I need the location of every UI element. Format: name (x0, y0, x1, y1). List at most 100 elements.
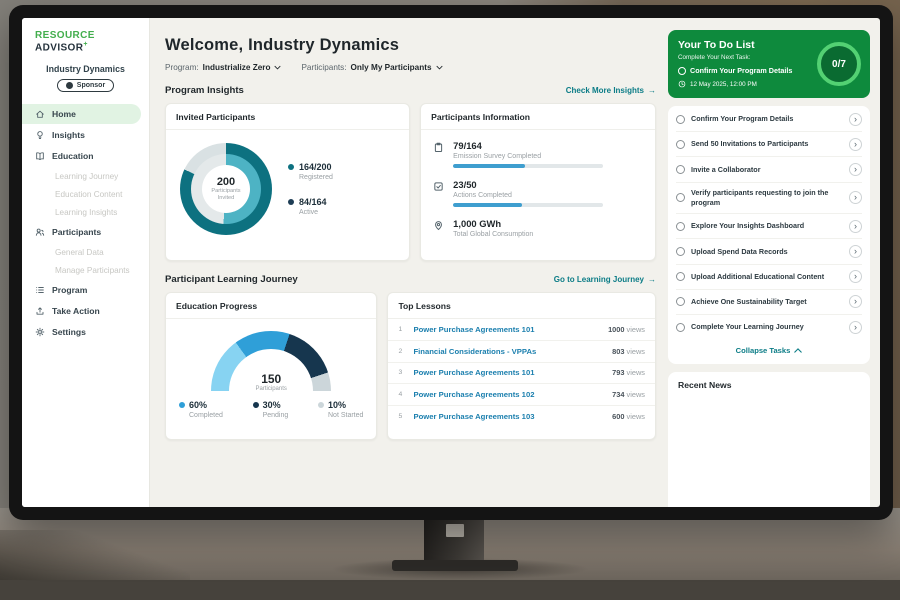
stat-progress-fill (453, 164, 526, 168)
task-checkbox[interactable] (676, 272, 685, 282)
learning-cards-row: Education Progress 150 Participants (165, 292, 656, 440)
invited-legend: 164/200 Registered 84/164 Active (288, 162, 333, 216)
sidebar-item-home[interactable]: Home (22, 104, 141, 125)
card-title: Participants Information (421, 104, 655, 130)
lesson-link[interactable]: Power Purchase Agreements 101 (413, 324, 535, 334)
task-checkbox[interactable] (676, 221, 685, 231)
chevron-right-icon[interactable]: › (849, 320, 862, 334)
legend-completed: 60% Completed (179, 400, 223, 419)
lesson-link[interactable]: Financial Considerations - VPPAs (413, 346, 537, 356)
gauge-center-label: Participants (255, 386, 287, 392)
sidebar-item-general-data[interactable]: General Data (55, 247, 104, 257)
section-title: Program Insights (165, 85, 244, 96)
task-label: Upload Spend Data Records (691, 246, 788, 256)
link-label: Go to Learning Journey (553, 275, 644, 284)
task-label: Upload Additional Educational Content (691, 271, 825, 281)
sidebar-item-settings[interactable]: Settings (22, 322, 141, 342)
card-title: Invited Participants (166, 104, 410, 130)
task-checkbox[interactable] (676, 193, 685, 203)
chevron-right-icon[interactable]: › (849, 244, 862, 258)
task-checkbox[interactable] (676, 322, 685, 332)
sidebar-item-learning-journey[interactable]: Learning Journey (55, 171, 119, 181)
sidebar-item-label: Take Action (52, 306, 100, 317)
todo-task-row[interactable]: Upload Spend Data Records › (676, 239, 862, 265)
survey-icon (435, 142, 443, 153)
invited-donut-chart: 200 Participants Invited (180, 143, 272, 235)
chevron-right-icon[interactable]: › (849, 270, 862, 284)
link-label: Check More Insights (565, 86, 644, 95)
invited-card-body: 200 Participants Invited 164/200 Registe (166, 130, 409, 245)
task-label: Verify participants requesting to join t… (691, 188, 829, 207)
todo-task-row[interactable]: Upload Additional Educational Content › (676, 265, 862, 290)
task-checkbox[interactable] (676, 297, 685, 307)
task-checkbox[interactable] (676, 139, 685, 149)
top-lessons-card: Top Lessons 1 Power Purchase Agreements … (387, 292, 656, 440)
stat-progress-track (453, 203, 604, 207)
todo-task-row[interactable]: Complete Your Learning Journey › (676, 315, 862, 339)
collapse-tasks-link[interactable]: Collapse Tasks (676, 339, 862, 363)
task-checkbox[interactable] (676, 164, 685, 174)
todo-next-task[interactable]: Confirm Your Program Details (678, 66, 806, 75)
lesson-row[interactable]: 1 Power Purchase Agreements 101 1000 view… (388, 319, 655, 341)
todo-task-row[interactable]: Confirm Your Program Details › (676, 107, 862, 133)
todo-task-row[interactable]: Send 50 Invitations to Participants › (676, 132, 862, 158)
program-filter-dropdown[interactable]: Program: Industrialize Zero (165, 63, 282, 72)
sidebar-item-manage-participants[interactable]: Manage Participants (55, 265, 130, 275)
chevron-right-icon[interactable]: › (849, 112, 862, 126)
task-checkbox[interactable] (678, 66, 686, 75)
todo-task-row[interactable]: Achieve One Sustainability Target › (676, 290, 862, 315)
arrow-right-icon: → (648, 86, 656, 95)
sidebar-item-take-action[interactable]: Take Action (22, 301, 141, 321)
program-filter-label: Program: (165, 63, 199, 72)
todo-due-row: 12 May 2025, 12:00 PM (678, 80, 806, 88)
task-label: Explore Your Insights Dashboard (691, 221, 805, 231)
lesson-rank: 3 (398, 369, 403, 377)
todo-task-row[interactable]: Verify participants requesting to join t… (676, 183, 862, 215)
go-to-learning-journey-link[interactable]: Go to Learning Journey → (554, 275, 656, 284)
lesson-row[interactable]: 2 Financial Considerations - VPPAs 803 vi… (388, 341, 655, 363)
card-title: Top Lessons (388, 293, 655, 319)
sidebar-item-label: Insights (52, 130, 85, 141)
lesson-row[interactable]: 4 Power Purchase Agreements 102 734 views (388, 384, 655, 407)
sidebar-item-education-content[interactable]: Education Content (55, 189, 123, 199)
todo-subtitle: Complete Your Next Task: (678, 54, 751, 61)
sidebar-item-participants[interactable]: Participants (22, 222, 141, 242)
chevron-right-icon[interactable]: › (849, 191, 862, 205)
legend-dot (252, 402, 259, 408)
insights-cards-row: Invited Participants 200 Participants In… (165, 103, 656, 261)
sidebar-item-insights[interactable]: Insights (22, 125, 141, 145)
lesson-link[interactable]: Power Purchase Agreements 102 (413, 390, 535, 400)
lesson-link[interactable]: Power Purchase Agreements 103 (413, 412, 535, 422)
todo-task-row[interactable]: Explore Your Insights Dashboard › (676, 214, 862, 240)
sidebar-item-label: Settings (52, 327, 86, 338)
chevron-right-icon[interactable]: › (849, 162, 862, 176)
check-more-insights-link[interactable]: Check More Insights → (566, 86, 656, 95)
lesson-row[interactable]: 5 Power Purchase Agreements 103 600 views (388, 406, 655, 427)
sidebar-item-education[interactable]: Education (22, 146, 141, 166)
chevron-right-icon[interactable]: › (849, 137, 862, 151)
lesson-row[interactable]: 3 Power Purchase Agreements 101 793 views (388, 363, 655, 385)
learning-journey-header: Participant Learning Journey Go to Learn… (165, 274, 656, 285)
chevron-right-icon[interactable]: › (849, 219, 862, 233)
due-date: 12 May 2025, 12:00 PM (690, 80, 757, 88)
legend-active: 84/164 Active (288, 197, 333, 216)
todo-panel: Your To Do List Complete Your Next Task:… (668, 18, 880, 507)
desk-front-edge (0, 580, 900, 600)
sidebar-item-program[interactable]: Program (22, 280, 141, 300)
participants-filter-dropdown[interactable]: Participants: Only My Participants (301, 63, 443, 72)
stat-label: Actions Completed (453, 192, 512, 199)
task-checkbox[interactable] (676, 246, 685, 256)
stat-value: 79/164 (453, 140, 482, 151)
chevron-down-icon (274, 65, 282, 70)
sidebar-nav: Home Insights Education Learning Journey… (22, 104, 149, 342)
chevron-right-icon[interactable]: › (849, 295, 862, 309)
todo-progress-value: 0/7 (832, 58, 846, 70)
legend-pending: 30% Pending (252, 400, 288, 419)
todo-task-row[interactable]: Invite a Collaborator › (676, 157, 862, 183)
sidebar-item-label: Home (52, 109, 76, 120)
gear-icon (35, 328, 45, 337)
sidebar-item-learning-insights[interactable]: Learning Insights (55, 207, 118, 217)
task-checkbox[interactable] (676, 114, 685, 124)
sponsor-badge-label: Sponsor (76, 82, 106, 90)
lesson-link[interactable]: Power Purchase Agreements 101 (413, 368, 535, 378)
